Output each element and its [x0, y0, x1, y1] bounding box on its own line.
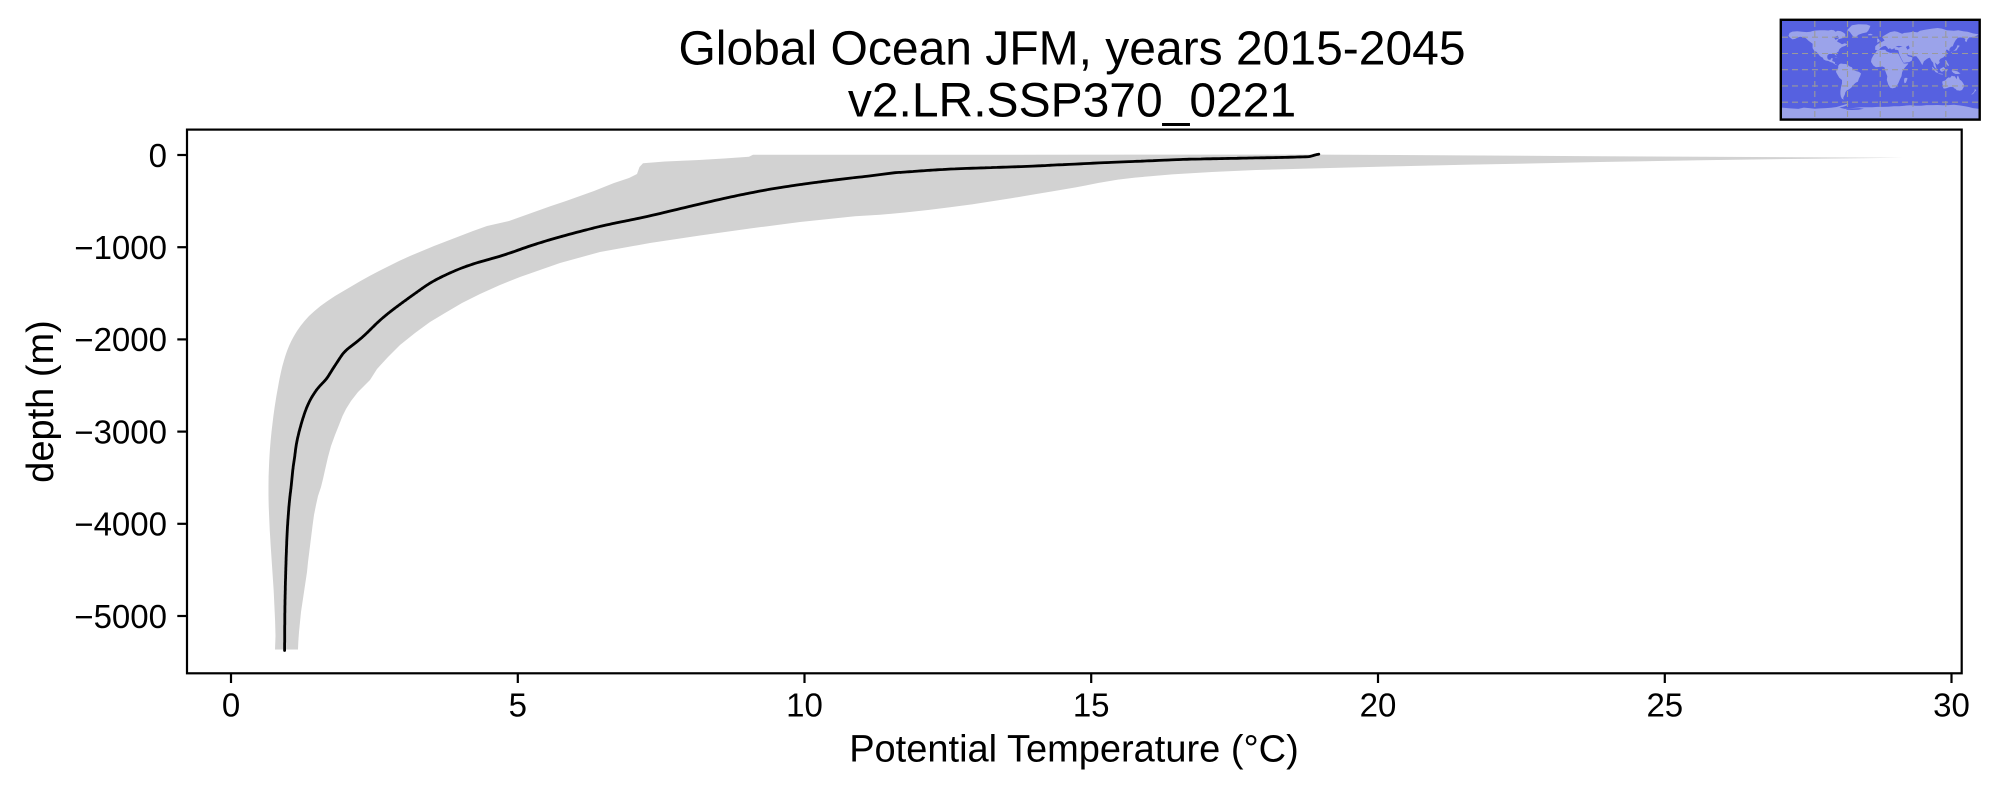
- svg-text:Global Ocean JFM, years 2015-2: Global Ocean JFM, years 2015-2045: [678, 23, 1465, 76]
- svg-text:−3000: −3000: [74, 413, 167, 450]
- svg-text:25: 25: [1646, 687, 1683, 724]
- svg-text:−1000: −1000: [74, 229, 167, 266]
- svg-text:v2.LR.SSP370_0221: v2.LR.SSP370_0221: [848, 75, 1296, 128]
- svg-text:Potential Temperature (°C): Potential Temperature (°C): [849, 729, 1299, 771]
- svg-text:−2000: −2000: [74, 321, 167, 358]
- svg-text:0: 0: [149, 137, 167, 174]
- svg-text:20: 20: [1360, 687, 1397, 724]
- svg-text:0: 0: [222, 687, 240, 724]
- svg-text:depth (m): depth (m): [20, 320, 62, 483]
- svg-text:30: 30: [1933, 687, 1970, 724]
- svg-text:−4000: −4000: [74, 506, 167, 543]
- svg-text:−5000: −5000: [74, 598, 167, 635]
- svg-text:10: 10: [786, 687, 823, 724]
- svg-text:5: 5: [509, 687, 527, 724]
- svg-text:15: 15: [1073, 687, 1110, 724]
